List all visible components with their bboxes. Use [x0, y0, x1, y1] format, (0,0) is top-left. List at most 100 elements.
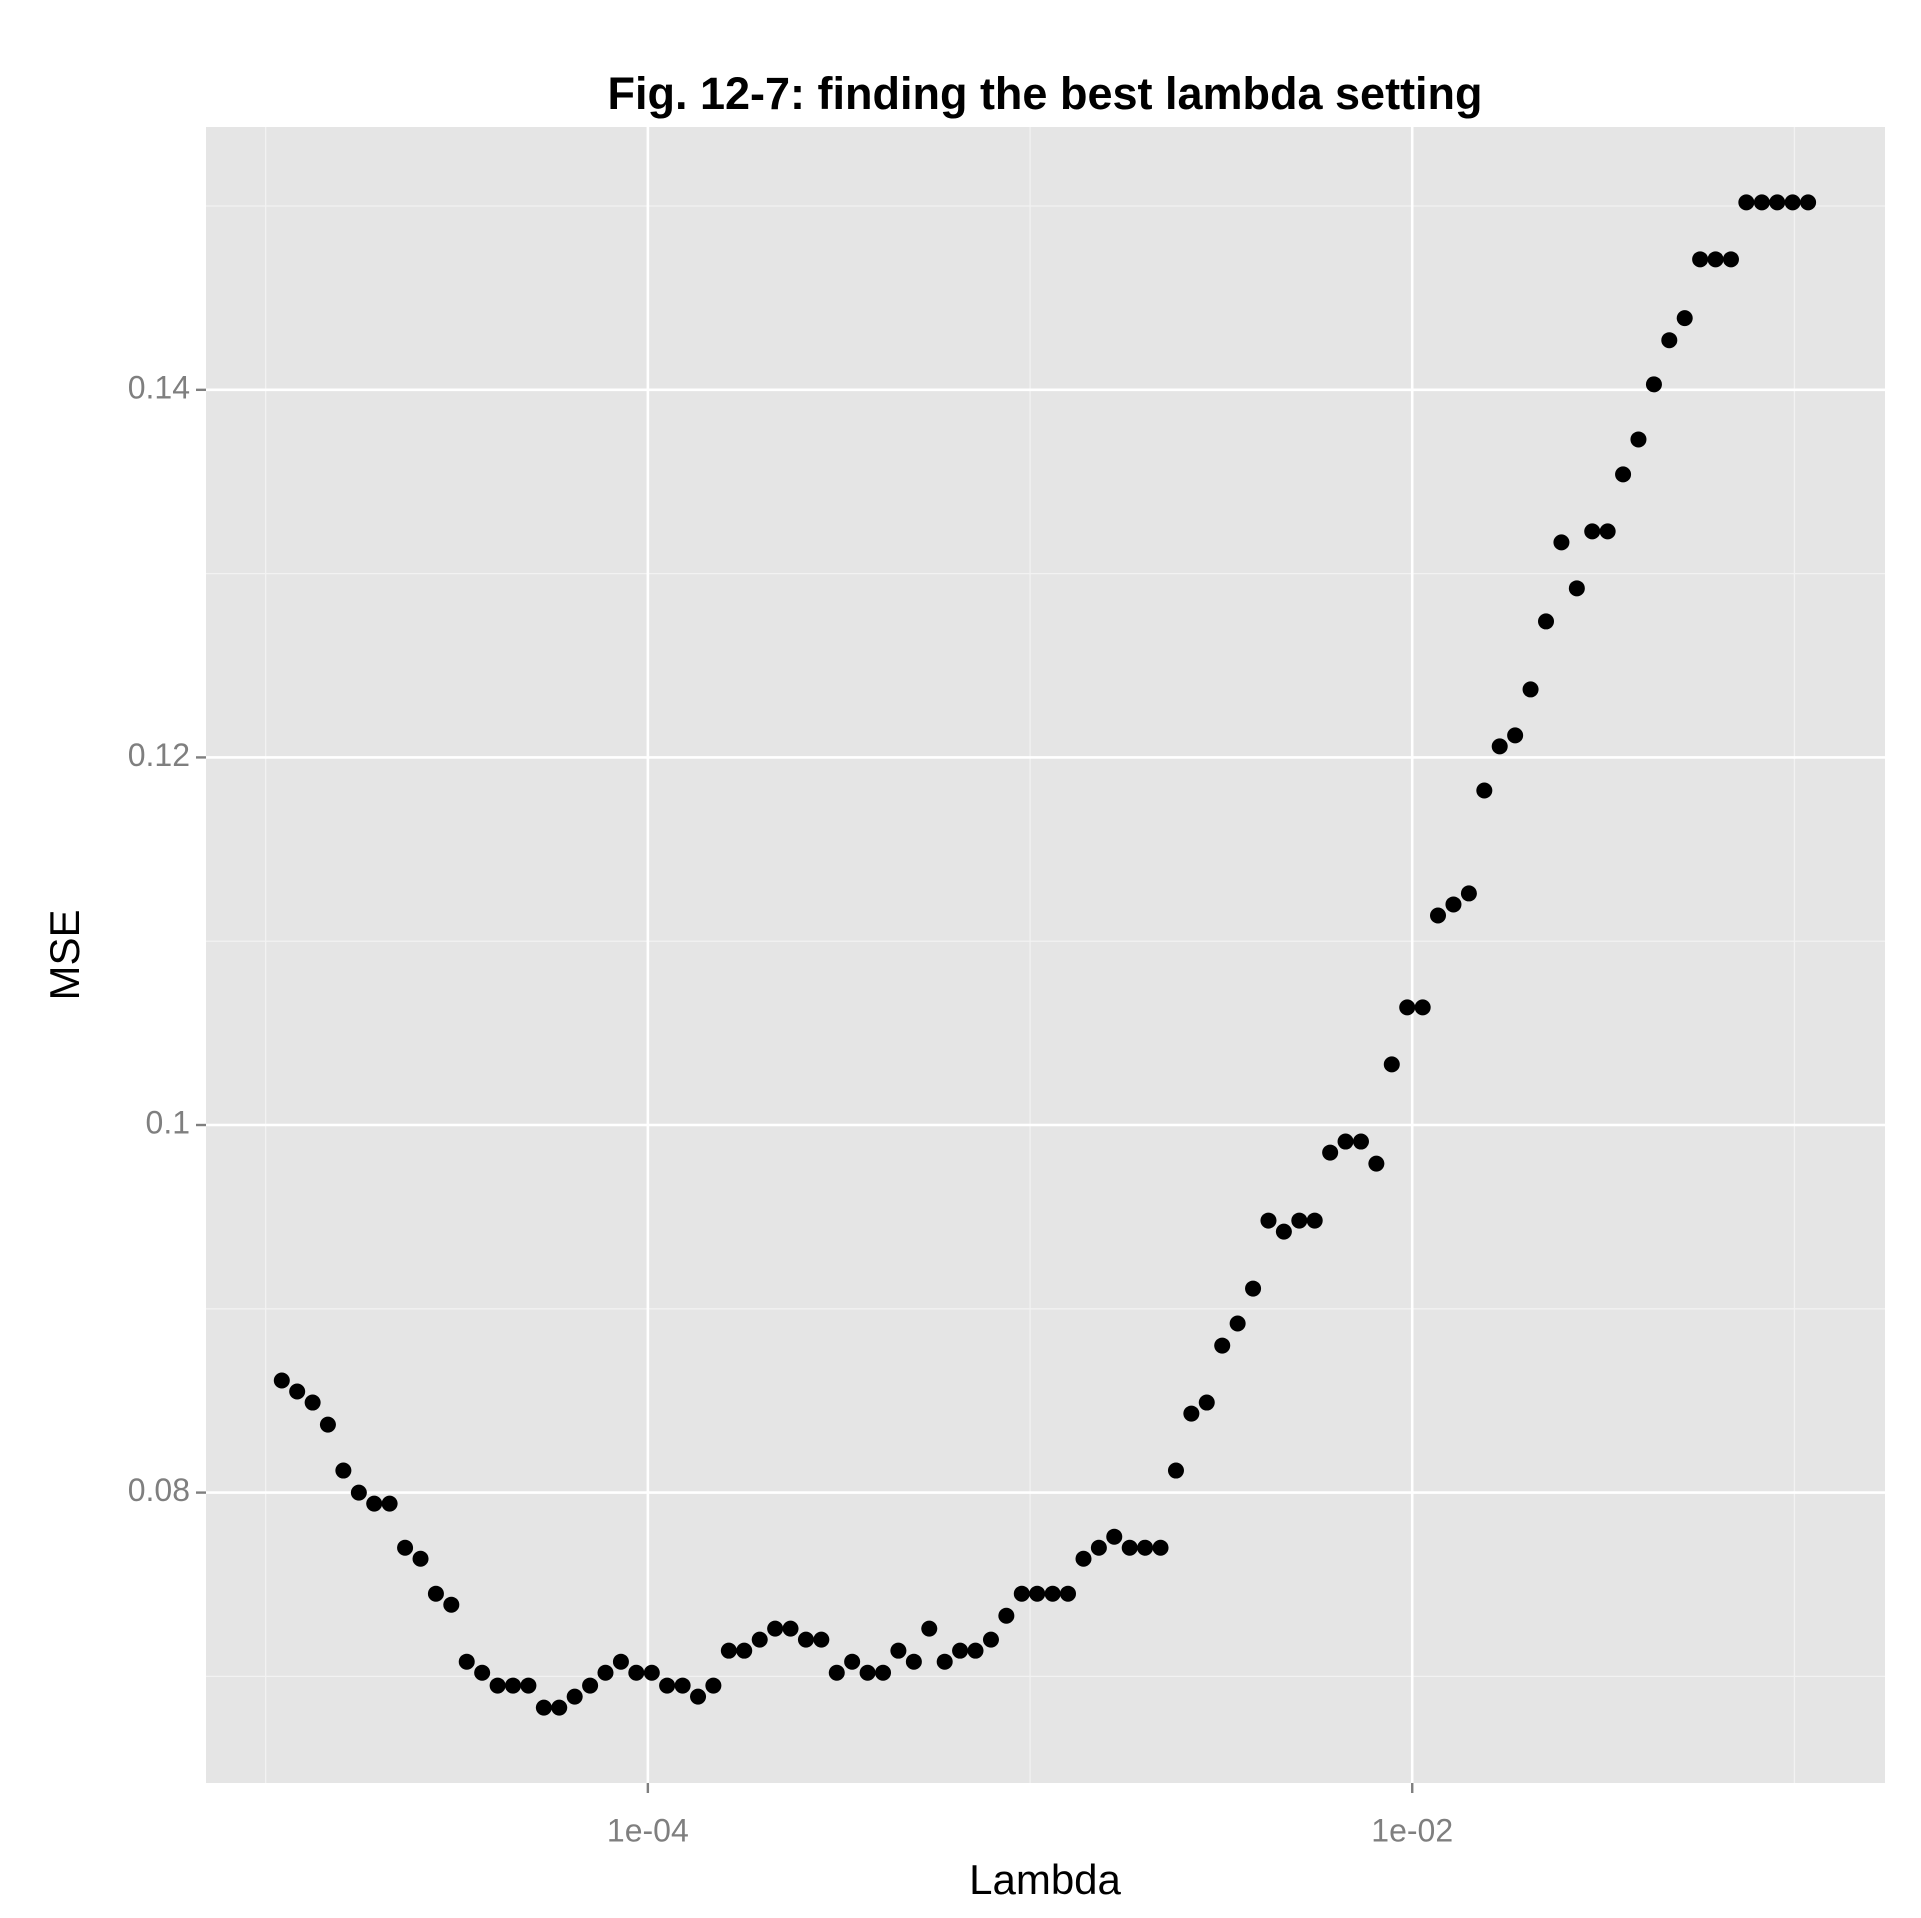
data-point	[967, 1642, 984, 1659]
data-point	[1630, 431, 1647, 448]
data-point	[1722, 251, 1739, 268]
data-point	[1692, 251, 1709, 268]
data-point	[1137, 1539, 1154, 1556]
data-point	[1445, 896, 1462, 913]
data-point	[890, 1642, 907, 1659]
y-tick-label: 0.12	[128, 737, 190, 773]
data-point	[273, 1372, 290, 1389]
data-point	[1676, 310, 1693, 327]
data-point	[474, 1664, 491, 1681]
data-point	[366, 1495, 383, 1512]
data-point	[304, 1394, 321, 1411]
data-point	[1090, 1539, 1107, 1556]
data-point	[1229, 1315, 1246, 1332]
data-point	[1075, 1550, 1092, 1567]
data-point	[1368, 1155, 1385, 1172]
data-point	[628, 1664, 645, 1681]
data-point	[859, 1664, 876, 1681]
data-point	[1060, 1585, 1077, 1602]
data-point	[1291, 1212, 1308, 1229]
data-point	[1167, 1462, 1184, 1479]
y-tick-label: 0.1	[146, 1104, 190, 1140]
data-point	[674, 1677, 691, 1694]
data-point	[1183, 1405, 1200, 1422]
data-point	[1784, 194, 1801, 211]
data-point	[1738, 194, 1755, 211]
data-point	[1383, 1056, 1400, 1073]
data-point	[319, 1416, 336, 1433]
data-point	[828, 1664, 845, 1681]
data-point	[1460, 885, 1477, 902]
data-point	[921, 1620, 938, 1637]
data-point	[782, 1620, 799, 1637]
data-point	[582, 1677, 599, 1694]
data-point	[1522, 681, 1539, 698]
data-point	[535, 1699, 552, 1716]
data-point	[397, 1539, 414, 1556]
x-tick-label: 1e-02	[1371, 1812, 1453, 1848]
data-point	[952, 1642, 969, 1659]
data-point	[1013, 1585, 1030, 1602]
data-point	[813, 1631, 830, 1648]
chart-title: Fig. 12-7: finding the best lambda setti…	[607, 68, 1482, 119]
data-point	[1538, 613, 1555, 630]
data-point	[289, 1383, 306, 1400]
data-point	[1661, 332, 1678, 349]
data-point	[1121, 1539, 1138, 1556]
data-point	[443, 1596, 460, 1613]
data-point	[690, 1688, 707, 1705]
data-point	[1044, 1585, 1061, 1602]
plot-panel	[206, 127, 1885, 1783]
data-point	[612, 1653, 629, 1670]
data-point	[1753, 194, 1770, 211]
data-point	[982, 1631, 999, 1648]
x-axis-title: Lambda	[969, 1856, 1121, 1903]
data-point	[844, 1653, 861, 1670]
data-point	[736, 1642, 753, 1659]
data-point	[427, 1585, 444, 1602]
data-point	[767, 1620, 784, 1637]
data-point	[1707, 251, 1724, 268]
data-point	[1645, 376, 1662, 393]
data-point	[520, 1677, 537, 1694]
data-point	[1029, 1585, 1046, 1602]
data-point	[936, 1653, 953, 1670]
data-point	[751, 1631, 768, 1648]
data-point	[659, 1677, 676, 1694]
y-tick-label: 0.08	[128, 1472, 190, 1508]
data-point	[1260, 1212, 1277, 1229]
data-point	[381, 1495, 398, 1512]
data-point	[566, 1688, 583, 1705]
data-point	[1337, 1133, 1354, 1150]
data-point	[551, 1699, 568, 1716]
data-point	[797, 1631, 814, 1648]
data-point	[1769, 194, 1786, 211]
data-point	[1414, 999, 1431, 1016]
data-point	[412, 1550, 429, 1567]
data-point	[1322, 1144, 1339, 1161]
data-point	[1306, 1212, 1323, 1229]
data-point	[597, 1664, 614, 1681]
data-point	[1429, 907, 1446, 924]
data-point	[905, 1653, 922, 1670]
data-point	[335, 1462, 352, 1479]
data-point	[720, 1642, 737, 1659]
data-point	[489, 1677, 506, 1694]
data-point	[1152, 1539, 1169, 1556]
data-point	[705, 1677, 722, 1694]
y-axis-title: MSE	[41, 909, 88, 1000]
data-point	[1245, 1280, 1262, 1297]
data-point	[1106, 1528, 1123, 1545]
data-point	[1507, 727, 1524, 744]
data-point	[1399, 999, 1416, 1016]
data-point	[1568, 580, 1585, 597]
data-point	[998, 1607, 1015, 1624]
data-point	[1800, 194, 1817, 211]
x-tick-label: 1e-04	[607, 1812, 689, 1848]
data-point	[1584, 523, 1601, 540]
data-point	[1476, 782, 1493, 799]
data-point	[1198, 1394, 1215, 1411]
data-point	[1599, 523, 1616, 540]
